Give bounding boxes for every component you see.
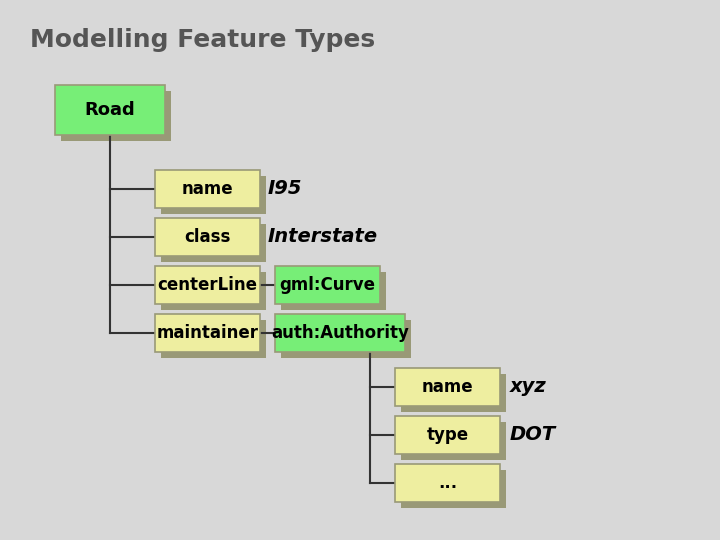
Text: I95: I95 xyxy=(268,179,302,199)
Text: type: type xyxy=(426,426,469,444)
Text: ...: ... xyxy=(438,474,457,492)
FancyBboxPatch shape xyxy=(275,266,380,304)
FancyBboxPatch shape xyxy=(161,176,266,214)
Text: Road: Road xyxy=(85,101,135,119)
Text: name: name xyxy=(181,180,233,198)
Text: DOT: DOT xyxy=(510,426,556,444)
FancyBboxPatch shape xyxy=(61,91,171,141)
FancyBboxPatch shape xyxy=(155,170,260,208)
Text: class: class xyxy=(184,228,230,246)
FancyBboxPatch shape xyxy=(401,470,506,508)
FancyBboxPatch shape xyxy=(155,266,260,304)
Text: name: name xyxy=(422,378,473,396)
Text: centerLine: centerLine xyxy=(158,276,258,294)
Text: Modelling Feature Types: Modelling Feature Types xyxy=(30,28,375,52)
FancyBboxPatch shape xyxy=(155,218,260,256)
FancyBboxPatch shape xyxy=(55,85,165,135)
FancyBboxPatch shape xyxy=(155,314,260,352)
FancyBboxPatch shape xyxy=(395,464,500,502)
Text: Interstate: Interstate xyxy=(268,227,378,246)
Text: maintainer: maintainer xyxy=(156,324,258,342)
Text: auth:Authority: auth:Authority xyxy=(271,324,409,342)
FancyBboxPatch shape xyxy=(401,374,506,412)
FancyBboxPatch shape xyxy=(395,416,500,454)
FancyBboxPatch shape xyxy=(161,224,266,262)
FancyBboxPatch shape xyxy=(281,272,386,310)
FancyBboxPatch shape xyxy=(161,320,266,358)
FancyBboxPatch shape xyxy=(161,272,266,310)
FancyBboxPatch shape xyxy=(395,368,500,406)
Text: xyz: xyz xyxy=(510,377,546,396)
FancyBboxPatch shape xyxy=(281,320,411,358)
FancyBboxPatch shape xyxy=(275,314,405,352)
Text: gml:Curve: gml:Curve xyxy=(279,276,376,294)
FancyBboxPatch shape xyxy=(401,422,506,460)
